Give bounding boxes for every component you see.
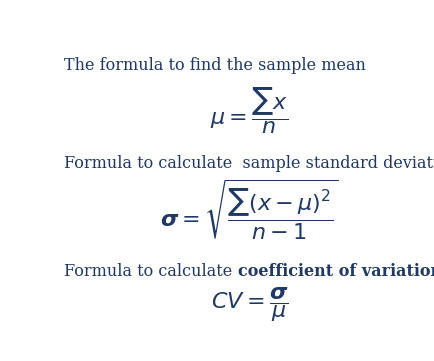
Text: Formula to calculate: Formula to calculate [64, 263, 238, 280]
Text: Formula to calculate  sample standard deviation: Formula to calculate sample standard dev… [64, 155, 434, 171]
Text: coefficient of variation: coefficient of variation [238, 263, 434, 280]
Text: $\mu = \dfrac{\sum x}{n}$: $\mu = \dfrac{\sum x}{n}$ [210, 84, 289, 135]
Text: $\boldsymbol{\sigma} = \sqrt{\dfrac{\sum (x - \mu)^2}{n-1}}$: $\boldsymbol{\sigma} = \sqrt{\dfrac{\sum… [160, 178, 339, 242]
Text: $\mathit{CV} = \dfrac{\boldsymbol{\sigma}}{\mu}$: $\mathit{CV} = \dfrac{\boldsymbol{\sigma… [210, 285, 288, 324]
Text: The formula to find the sample mean: The formula to find the sample mean [64, 57, 366, 74]
